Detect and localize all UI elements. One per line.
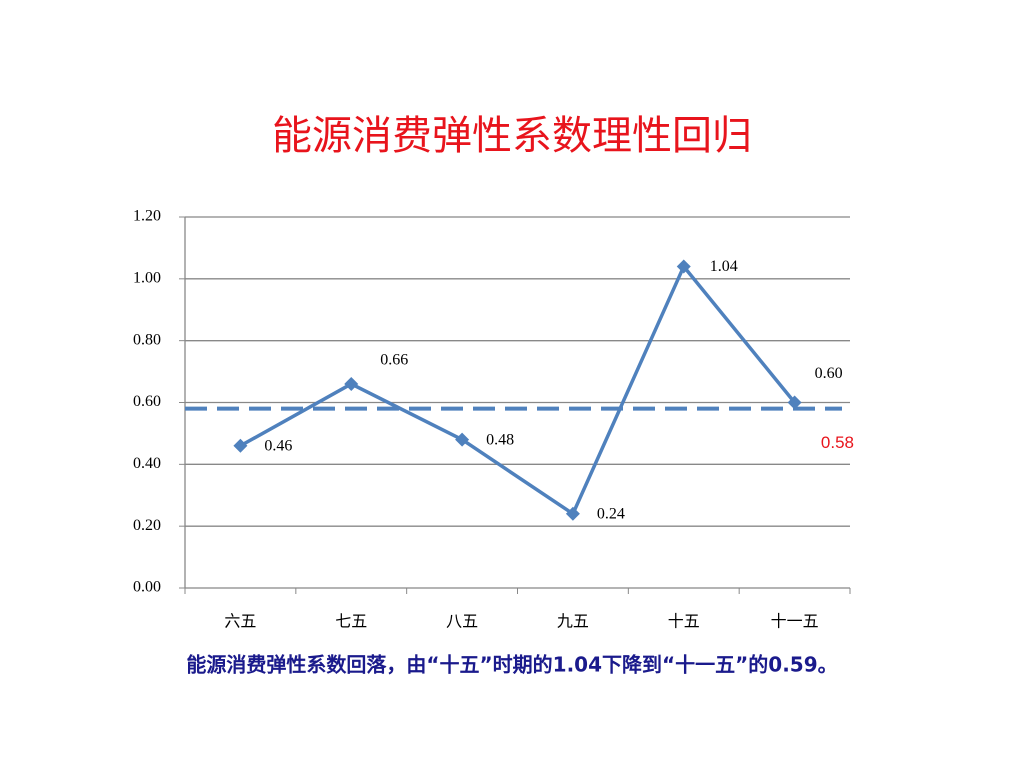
data-label: 0.24 [597, 505, 625, 522]
marker [455, 432, 470, 447]
data-label: 0.60 [815, 365, 843, 382]
x-tick-label: 十一五 [771, 612, 819, 631]
y-tick-label: 0.80 [133, 331, 161, 348]
data-label: 0.46 [264, 437, 292, 454]
line [239, 264, 796, 516]
x-tick-label: 八五 [446, 612, 478, 631]
marker [787, 395, 802, 410]
y-tick-label: 0.00 [133, 579, 161, 596]
marker [676, 259, 691, 274]
y-tick-label: 0.40 [133, 455, 161, 472]
marker [344, 376, 359, 391]
chart-title: 能源消费弹性系数理性回归 [272, 113, 752, 159]
reference-label: 0.58 [821, 433, 854, 452]
data-label: 0.66 [380, 352, 408, 369]
marker [565, 506, 580, 521]
y-tick-label: 1.00 [133, 270, 161, 287]
data-label: 0.48 [486, 431, 514, 448]
y-tick-label: 0.60 [133, 393, 161, 410]
y-tick-label: 0.20 [133, 517, 161, 534]
x-tick-label: 九五 [557, 612, 589, 631]
x-tick-label: 七五 [335, 612, 367, 631]
caption: 能源消费弹性系数回落，由“十五”时期的1.04下降到“十一五”的0.59。 [186, 653, 837, 677]
x-tick-label: 十五 [668, 612, 700, 631]
data-label: 1.04 [710, 258, 738, 275]
marker [233, 438, 248, 453]
y-tick-label: 1.20 [133, 208, 161, 225]
x-tick-label: 六五 [224, 612, 256, 631]
